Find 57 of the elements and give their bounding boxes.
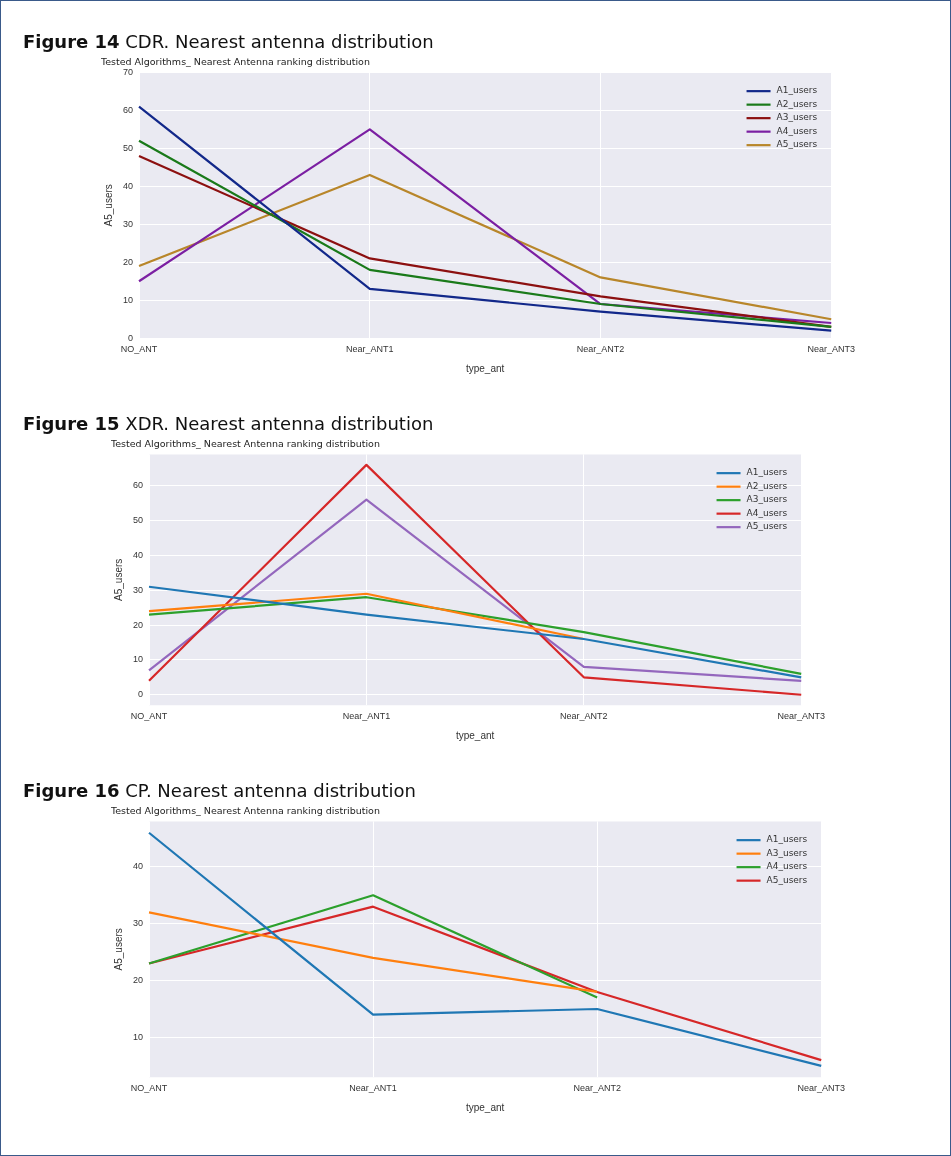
legend-label: A5_users (776, 139, 818, 150)
y-tick-label: 30 (133, 918, 144, 929)
legend-label: A2_users (746, 480, 788, 491)
chart-subtitle: Tested Algorithms_ Nearest Antenna ranking distribution (110, 438, 380, 450)
x-tick-label: Near_ANT2 (573, 1083, 621, 1094)
legend-label: A2_users (776, 98, 818, 109)
legend-label: A5_users (766, 874, 808, 885)
x-tick-label: Near_ANT3 (797, 1083, 846, 1094)
chart-subtitle: Tested Algorithms_ Nearest Antenna ranking distribution (110, 805, 380, 817)
y-tick-label: 50 (123, 142, 134, 153)
y-tick-label: 70 (123, 66, 134, 77)
y-tick-label: 10 (133, 654, 144, 665)
x-tick-label: Near_ANT3 (807, 344, 856, 355)
legend-label: A4_users (776, 125, 818, 136)
y-axis-title: A5_users (112, 928, 124, 971)
x-tick-label: NO_ANT (130, 711, 168, 722)
x-tick-label: NO_ANT (130, 1083, 168, 1094)
x-tick-label: Near_ANT2 (560, 711, 608, 722)
legend-label: A4_users (746, 507, 788, 518)
y-tick-label: 30 (133, 584, 144, 595)
y-tick-label: 10 (133, 1031, 144, 1042)
y-tick-label: 40 (133, 861, 144, 872)
chart-title: Figure 14 CDR. Nearest antenna distribution (23, 31, 435, 54)
legend-label: A1_users (776, 85, 818, 96)
legend-label: A3_users (746, 494, 788, 505)
x-tick-label: Near_ANT2 (576, 344, 625, 355)
y-axis-title: A5_users (112, 558, 124, 601)
x-axis-title: type_ant (465, 362, 505, 374)
y-tick-label: 0 (138, 689, 144, 700)
y-tick-label: 20 (123, 256, 134, 267)
legend-label: A5_users (746, 521, 788, 532)
y-tick-label: 10 (123, 294, 134, 305)
x-tick-label: NO_ANT (120, 344, 158, 355)
x-tick-label: Near_ANT1 (349, 1083, 397, 1094)
y-tick-label: 50 (133, 515, 144, 526)
legend-label: A1_users (766, 834, 808, 845)
y-tick-label: 30 (123, 218, 134, 229)
x-tick-label: Near_ANT3 (777, 711, 826, 722)
x-tick-label: Near_ANT1 (342, 711, 391, 722)
legend-label: A3_users (766, 847, 808, 858)
y-tick-label: 60 (123, 104, 134, 115)
x-axis-title: type_ant (465, 1101, 505, 1113)
y-tick-label: 20 (133, 619, 144, 630)
chart-title: Figure 16 CP. Nearest antenna distribution (23, 780, 417, 803)
x-tick-label: Near_ANT1 (345, 344, 394, 355)
legend-label: A4_users (766, 861, 808, 872)
y-tick-label: 40 (133, 549, 144, 560)
legend-label: A3_users (776, 112, 818, 123)
x-axis-title: type_ant (455, 729, 495, 741)
chart-title: Figure 15 XDR. Nearest antenna distribution (23, 413, 435, 436)
y-tick-label: 40 (123, 180, 134, 191)
y-tick-label: 60 (133, 480, 144, 491)
y-axis-title: A5_users (102, 184, 114, 227)
y-tick-label: 20 (133, 975, 144, 986)
chart-subtitle: Tested Algorithms_ Nearest Antenna ranking distribution (100, 56, 370, 68)
legend-label: A1_users (746, 467, 788, 478)
y-tick-label: 0 (128, 332, 134, 343)
